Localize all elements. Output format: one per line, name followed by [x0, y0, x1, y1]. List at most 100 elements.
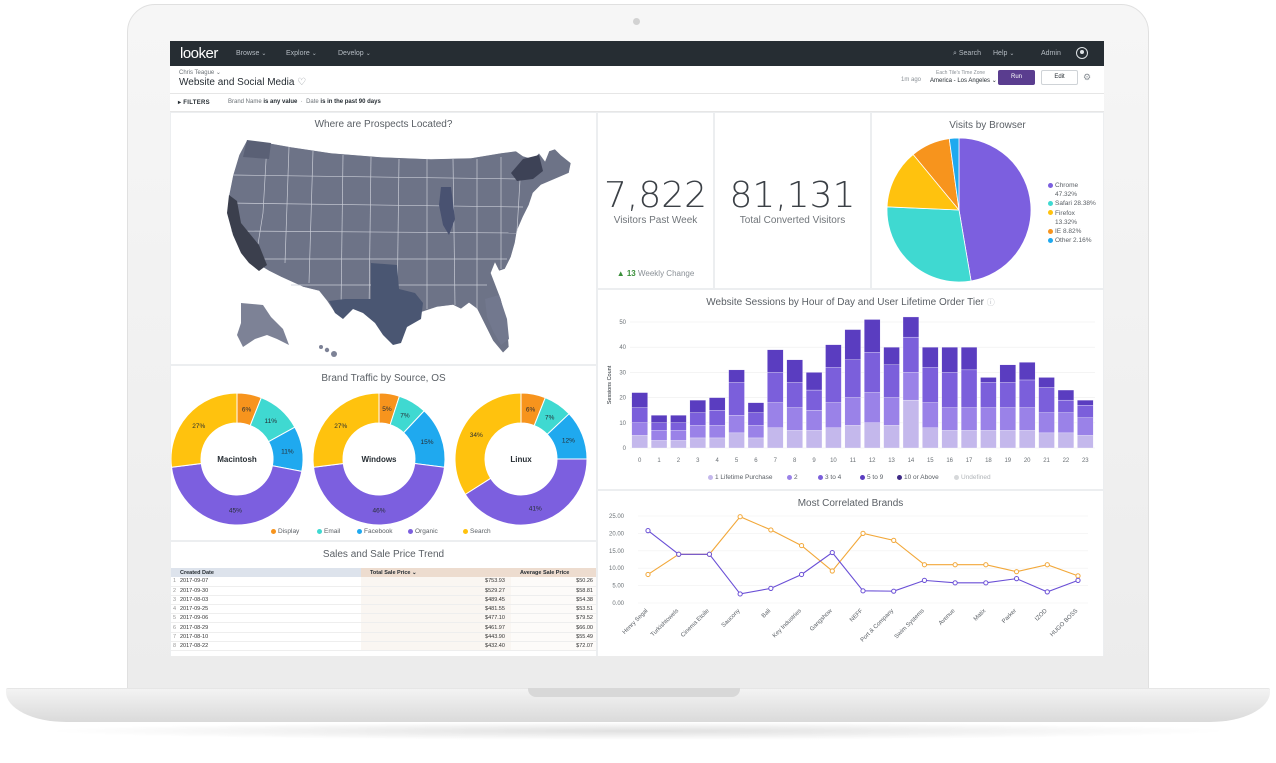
data-point[interactable] — [798, 571, 805, 578]
develop-menu[interactable]: Develop ⌄ — [338, 50, 371, 57]
bar-hour-2[interactable] — [670, 415, 687, 449]
bar-segment-1-lifetime-purchase[interactable] — [747, 437, 765, 449]
data-point[interactable] — [645, 528, 651, 534]
bar-segment-5-to-9[interactable] — [747, 402, 765, 413]
legend-item-facebook[interactable]: Facebook — [357, 528, 393, 535]
user-avatar-icon[interactable] — [1076, 47, 1088, 59]
table-row[interactable]: 3 2017-08-03 $489.45 $54.38 — [171, 595, 596, 606]
bar-segment-2[interactable] — [689, 425, 706, 439]
help-menu[interactable]: Help ⌄ — [993, 50, 1014, 57]
bar-hour-5[interactable] — [728, 369, 745, 449]
bar-segment-2[interactable] — [631, 422, 648, 436]
bar-segment-5-to-9[interactable] — [1057, 389, 1075, 401]
looker-logo[interactable]: looker — [180, 45, 218, 62]
bar-segment-3-to-4[interactable] — [941, 372, 958, 408]
bar-segment-2[interactable] — [980, 407, 997, 431]
bar-segment-1-lifetime-purchase[interactable] — [902, 399, 920, 449]
bar-segment-2[interactable] — [670, 430, 687, 441]
bar-segment-1-lifetime-purchase[interactable] — [1057, 432, 1075, 449]
bar-segment-1-lifetime-purchase[interactable] — [844, 425, 861, 449]
browse-menu[interactable]: Browse ⌄ — [236, 50, 266, 57]
data-point[interactable] — [829, 549, 835, 556]
bar-segment-5-to-9[interactable] — [883, 347, 900, 365]
data-point[interactable] — [1075, 573, 1081, 579]
bar-segment-2[interactable] — [864, 392, 881, 423]
legend-item-search[interactable]: Search — [463, 528, 491, 535]
bar-segment-3-to-4[interactable] — [728, 382, 745, 416]
donut-slice-search[interactable] — [171, 392, 238, 468]
bar-hour-7[interactable] — [767, 349, 784, 449]
data-point[interactable] — [952, 562, 958, 568]
bar-segment-5-to-9[interactable] — [922, 347, 939, 368]
data-point[interactable] — [676, 551, 682, 557]
bar-hour-22[interactable] — [1057, 389, 1075, 449]
data-point[interactable] — [798, 542, 805, 549]
data-point[interactable] — [1044, 562, 1050, 568]
bar-hour-23[interactable] — [1077, 399, 1094, 449]
bar-hour-14[interactable] — [902, 316, 920, 449]
bar-segment-3-to-4[interactable] — [902, 336, 920, 373]
table-row[interactable]: 7 2017-08-10 $443.90 $55.49 — [171, 632, 596, 642]
donut-slice-search[interactable] — [312, 392, 380, 468]
bar-segment-5-to-9[interactable] — [689, 399, 706, 413]
bar-segment-1-lifetime-purchase[interactable] — [728, 432, 745, 449]
bar-segment-2[interactable] — [728, 415, 745, 434]
table-row[interactable]: 5 2017-09-06 $477.10 $79.52 — [171, 613, 596, 624]
bar-segment-3-to-4[interactable] — [650, 422, 668, 431]
bar-segment-2[interactable] — [786, 407, 803, 431]
pie-slice-chrome[interactable] — [958, 137, 1032, 282]
donut-slice-organic[interactable] — [464, 458, 588, 526]
bar-segment-5-to-9[interactable] — [864, 319, 881, 353]
bar-segment-2[interactable] — [1019, 407, 1036, 431]
bar-segment-5-to-9[interactable] — [825, 344, 842, 368]
data-point[interactable] — [645, 571, 651, 578]
bar-hour-12[interactable] — [864, 319, 881, 449]
search-button[interactable]: ⌕ Search — [953, 50, 981, 58]
data-point[interactable] — [1013, 569, 1020, 575]
bar-segment-2[interactable] — [650, 430, 668, 441]
filters-toggle[interactable]: ▸ FILTERS — [178, 100, 210, 106]
table-row[interactable]: 1 2017-09-07 $753.93 $50.26 — [171, 577, 596, 587]
donut-slice-search[interactable] — [454, 392, 522, 496]
legend-item-3-to-4[interactable]: 3 to 4 — [818, 474, 841, 481]
correlated-brands-line-chart[interactable]: 0.00 5.00 10.00 15.00 20.00 25.00 Henry Segal T… — [598, 491, 1103, 656]
browser-pie-chart[interactable] — [872, 113, 1103, 288]
pie-slice-safari[interactable] — [886, 206, 972, 283]
bar-segment-5-to-9[interactable] — [1019, 362, 1036, 381]
table-row[interactable]: 2 2017-09-30 $529.27 $58.81 — [171, 586, 596, 596]
bar-segment-3-to-4[interactable] — [631, 407, 648, 423]
heart-icon[interactable]: ♡ — [297, 77, 307, 88]
bar-segment-5-to-9[interactable] — [844, 329, 861, 360]
data-point[interactable] — [921, 577, 928, 583]
bar-segment-5-to-9[interactable] — [767, 349, 784, 373]
legend-item-undefined[interactable]: Undefined — [954, 474, 991, 481]
data-point[interactable] — [737, 514, 743, 520]
legend-item-display[interactable]: Display — [271, 528, 299, 535]
bar-segment-1-lifetime-purchase[interactable] — [980, 430, 997, 449]
donut-slice-organic[interactable] — [312, 462, 446, 526]
bar-segment-3-to-4[interactable] — [960, 369, 978, 408]
admin-link[interactable]: Admin — [1041, 50, 1061, 57]
bar-segment-5-to-9[interactable] — [1038, 377, 1055, 388]
bar-hour-9[interactable] — [805, 372, 823, 449]
data-point[interactable] — [768, 527, 774, 533]
timezone-select[interactable]: America - Los Angeles ⌄ — [930, 77, 997, 84]
column-header-total-sale-price[interactable]: Total Sale Price ⌄ — [360, 568, 511, 577]
bar-segment-3-to-4[interactable] — [1057, 399, 1075, 413]
bar-segment-1-lifetime-purchase[interactable] — [941, 430, 958, 449]
bar-segment-3-to-4[interactable] — [980, 382, 997, 408]
bar-segment-2[interactable] — [960, 407, 978, 431]
data-point[interactable] — [860, 530, 866, 537]
bar-segment-1-lifetime-purchase[interactable] — [1038, 432, 1055, 449]
data-point[interactable] — [860, 588, 866, 594]
bar-segment-3-to-4[interactable] — [844, 359, 861, 398]
bar-segment-1-lifetime-purchase[interactable] — [1077, 435, 1094, 449]
bar-segment-5-to-9[interactable] — [999, 364, 1016, 383]
bar-segment-2[interactable] — [883, 397, 900, 426]
data-point[interactable] — [921, 562, 928, 568]
bar-segment-5-to-9[interactable] — [980, 377, 997, 383]
bar-segment-1-lifetime-purchase[interactable] — [689, 437, 706, 449]
data-point[interactable] — [1013, 576, 1020, 582]
bar-segment-3-to-4[interactable] — [825, 367, 842, 403]
bar-hour-0[interactable] — [631, 392, 648, 449]
